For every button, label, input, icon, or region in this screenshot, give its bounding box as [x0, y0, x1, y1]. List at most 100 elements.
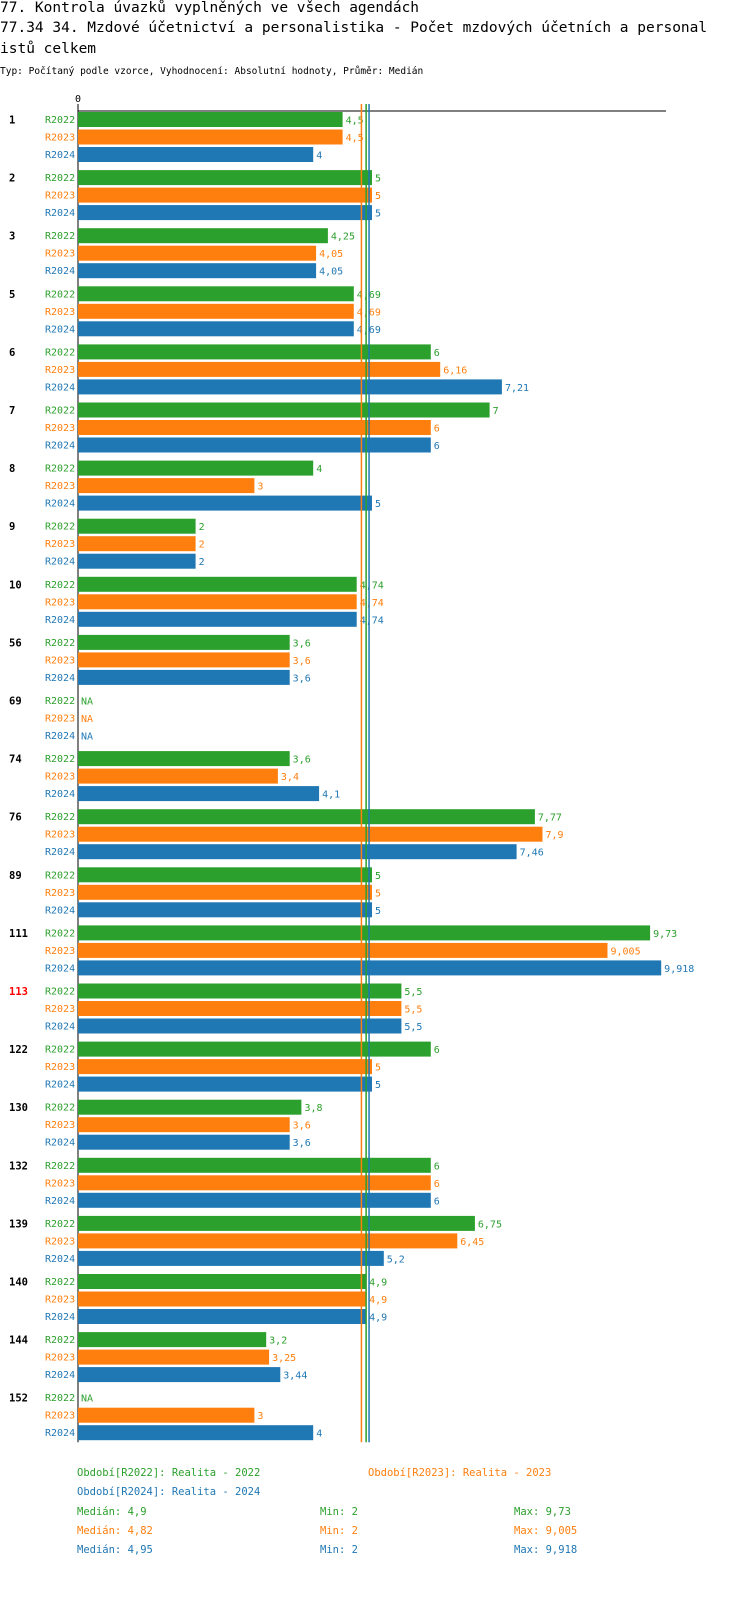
value-label-89-R2024: 5 [375, 906, 381, 917]
bar-113-R2023 [78, 1001, 402, 1016]
value-label-7-R2024: 6 [434, 441, 440, 452]
value-label-10-R2022: 4,74 [360, 580, 384, 591]
value-label-113-R2023: 5,5 [404, 1005, 422, 1016]
group-label-111: 111 [9, 928, 28, 940]
series-label-132-R2022: R2022 [45, 1161, 75, 1172]
series-label-130-R2023: R2023 [45, 1120, 75, 1131]
series-label-122-R2024: R2024 [45, 1080, 75, 1091]
chart-title-line-1: 77. Kontrola úvazků vyplněných ve všech … [0, 0, 420, 16]
series-label-139-R2023: R2023 [45, 1236, 75, 1247]
series-label-56-R2024: R2024 [45, 673, 75, 684]
value-label-144-R2022: 3,2 [269, 1336, 287, 1347]
group-label-74: 74 [9, 754, 22, 766]
value-label-122-R2022: 6 [434, 1045, 440, 1056]
value-label-56-R2022: 3,6 [293, 638, 311, 649]
bar-122-R2023 [78, 1059, 372, 1075]
bar-140-R2022 [78, 1274, 367, 1289]
bar-111-R2023 [78, 942, 608, 958]
series-label-152-R2024: R2024 [45, 1428, 75, 1439]
value-label-111-R2022: 9,73 [653, 929, 677, 940]
group-label-6: 6 [9, 347, 15, 359]
value-label-76-R2023: 7,9 [546, 830, 564, 841]
value-label-152-R2024: 4 [316, 1429, 322, 1440]
bar-chart: 0 1 R2022 4,5 R2023 4,5 R2024 4 2 R2022 5 R2023 5 R20… [9, 94, 694, 1443]
bar-9-R2024 [78, 553, 196, 569]
value-label-140-R2023: 4,9 [369, 1295, 387, 1306]
bar-1-R2024 [78, 147, 314, 162]
value-label-74-R2023: 3,4 [281, 772, 299, 783]
bar-1-R2022 [78, 112, 343, 127]
series-label-3-R2023: R2023 [45, 249, 75, 260]
group-label-140: 140 [9, 1277, 28, 1289]
series-label-76-R2022: R2022 [45, 812, 75, 823]
bar-144-R2023 [78, 1349, 270, 1365]
bar-5-R2023 [78, 303, 354, 319]
bar-139-R2022 [78, 1215, 475, 1231]
value-label-9-R2024: 2 [199, 557, 205, 568]
series-label-76-R2023: R2023 [45, 830, 75, 841]
value-label-10-R2024: 4,74 [360, 615, 384, 626]
series-label-10-R2024: R2024 [45, 615, 75, 626]
value-label-6-R2024: 7,21 [505, 383, 529, 394]
stats-max-r2023: Max: 9,005 [514, 1525, 578, 1537]
series-label-69-R2022: R2022 [45, 696, 75, 707]
bar-76-R2022 [78, 809, 535, 825]
value-label-74-R2024: 4,1 [322, 790, 340, 801]
series-label-1-R2022: R2022 [45, 115, 75, 126]
value-label-3-R2024: 4,05 [319, 267, 343, 278]
value-label-10-R2023: 4,74 [360, 598, 384, 609]
value-label-69-R2022: NA [81, 697, 93, 708]
series-label-144-R2022: R2022 [45, 1335, 75, 1346]
group-label-122: 122 [9, 1044, 28, 1056]
series-label-111-R2022: R2022 [45, 928, 75, 939]
bar-7-R2022 [78, 402, 490, 418]
bar-89-R2024 [78, 902, 372, 918]
series-label-113-R2022: R2022 [45, 987, 75, 998]
bar-113-R2024 [78, 1018, 402, 1034]
bar-8-R2022 [78, 460, 314, 476]
series-label-69-R2024: R2024 [45, 731, 75, 742]
series-label-10-R2022: R2022 [45, 580, 75, 591]
bar-111-R2022 [78, 925, 651, 941]
bar-2-R2022 [78, 170, 372, 186]
series-label-140-R2023: R2023 [45, 1295, 75, 1306]
bar-6-R2024 [78, 379, 502, 395]
value-label-113-R2024: 5,5 [404, 1022, 422, 1033]
stats-min-r2023: Min: 2 [320, 1525, 358, 1537]
legend-r2023: Období[R2023]: Realita - 2023 [368, 1467, 552, 1479]
bar-9-R2023 [78, 536, 196, 552]
group-label-5: 5 [9, 289, 15, 301]
series-label-8-R2023: R2023 [45, 481, 75, 492]
value-label-144-R2024: 3,44 [283, 1371, 307, 1382]
value-label-152-R2023: 3 [257, 1411, 263, 1422]
series-label-6-R2022: R2022 [45, 347, 75, 358]
value-label-111-R2023: 9,005 [610, 946, 640, 957]
group-label-56: 56 [9, 637, 22, 649]
value-label-132-R2022: 6 [434, 1161, 440, 1172]
value-label-89-R2023: 5 [375, 888, 381, 899]
group-label-113: 113 [9, 986, 28, 998]
series-label-130-R2022: R2022 [45, 1103, 75, 1114]
value-label-69-R2024: NA [81, 732, 93, 743]
bar-10-R2023 [78, 594, 357, 610]
legend-r2024: Období[R2024]: Realita - 2024 [77, 1486, 261, 1498]
bar-140-R2023 [78, 1291, 367, 1307]
value-label-1-R2022: 4,5 [346, 116, 364, 127]
series-label-2-R2022: R2022 [45, 173, 75, 184]
series-label-74-R2022: R2022 [45, 754, 75, 765]
bar-8-R2023 [78, 478, 255, 494]
group-label-2: 2 [9, 173, 15, 185]
bar-130-R2023 [78, 1117, 290, 1133]
value-label-140-R2022: 4,9 [369, 1278, 387, 1289]
value-label-89-R2022: 5 [375, 871, 381, 882]
series-label-152-R2023: R2023 [45, 1411, 75, 1422]
series-label-111-R2023: R2023 [45, 946, 75, 957]
bar-89-R2023 [78, 884, 372, 900]
bar-130-R2022 [78, 1099, 302, 1115]
series-label-144-R2023: R2023 [45, 1353, 75, 1364]
bar-2-R2023 [78, 187, 372, 203]
series-label-2-R2023: R2023 [45, 191, 75, 202]
series-label-10-R2023: R2023 [45, 597, 75, 608]
legend-r2022: Období[R2022]: Realita - 2022 [77, 1467, 261, 1479]
value-label-139-R2022: 6,75 [478, 1219, 502, 1230]
